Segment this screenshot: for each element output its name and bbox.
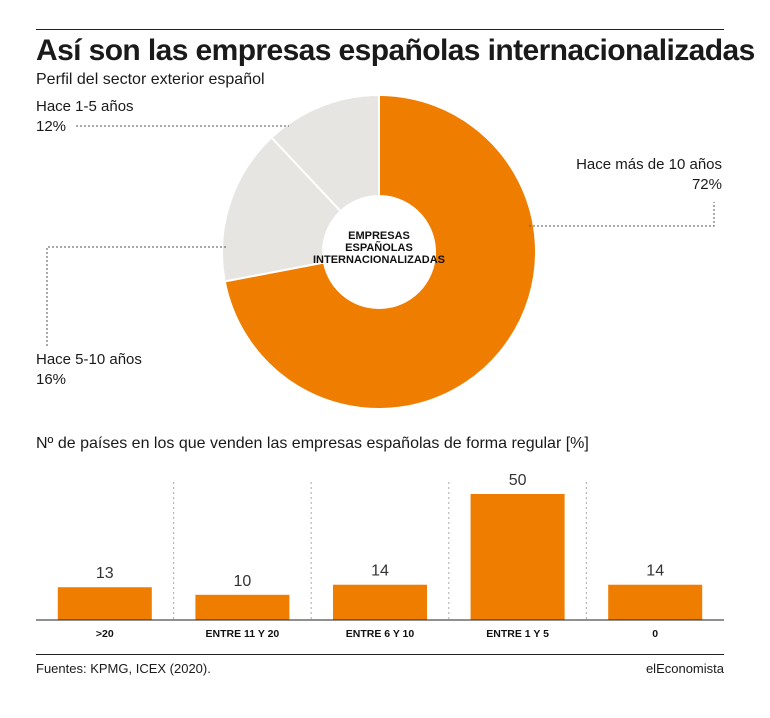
page-title: Así son las empresas españolas internaci… <box>36 34 755 67</box>
bar-value-label: 14 <box>646 563 664 580</box>
bar-0 <box>57 587 152 620</box>
page-subtitle: Perfil del sector exterior español <box>36 71 265 88</box>
top-rule <box>36 29 724 30</box>
bar-value-label: 14 <box>371 563 389 580</box>
footer-brand: elEconomista <box>645 661 724 676</box>
bar-chart-title: Nº de países en los que venden las empre… <box>36 435 589 452</box>
donut-label-over10: Hace más de 10 años 72% <box>576 155 722 195</box>
donut-label-1to5-name: Hace 1-5 años <box>36 98 134 115</box>
donut-center-line-3: INTERNACIONALIZADAS <box>313 254 445 266</box>
donut-label-over10-name: Hace más de 10 años <box>576 156 722 173</box>
donut-label-over10-pct: 72% <box>691 176 722 193</box>
bar-value-label: 50 <box>509 472 527 489</box>
bar-value-label: 13 <box>96 565 114 582</box>
donut-chart: EMPRESAS ESPAÑOLAS INTERNACIONALIZADAS <box>46 93 715 410</box>
bar-category-label: ENTRE 11 Y 20 <box>206 628 280 640</box>
donut-label-1to5-pct: 12% <box>36 118 67 135</box>
bar-2 <box>333 584 427 620</box>
donut-slice-1to5 <box>270 93 380 213</box>
bar-category-label: ENTRE 6 Y 10 <box>346 628 415 640</box>
bar-category-label: >20 <box>96 628 114 640</box>
bar-category-label: 0 <box>652 628 658 640</box>
donut-center-line-2: ESPAÑOLAS <box>345 241 413 254</box>
footer-sources: Fuentes: KPMG, ICEX (2020). <box>36 661 211 676</box>
leader-5to10 <box>46 246 226 346</box>
bar-category-label: ENTRE 1 Y 5 <box>486 628 549 640</box>
leader-over10 <box>529 202 715 227</box>
donut-label-5to10-name: Hace 5-10 años <box>36 351 142 368</box>
footer-rule <box>36 654 724 655</box>
donut-label-1to5: Hace 1-5 años 12% <box>36 97 134 137</box>
bar-3 <box>470 494 565 620</box>
donut-label-5to10: Hace 5-10 años 16% <box>36 350 142 390</box>
bar-4 <box>608 584 703 620</box>
bar-value-label: 10 <box>234 573 252 590</box>
donut-label-5to10-pct: 16% <box>36 371 67 388</box>
bar-1 <box>195 594 290 620</box>
donut-slice-5to10 <box>221 136 343 283</box>
bar-chart: 13 10 14 50 14 >20 ENTRE 11 Y 20 ENTRE 6 Y 10 E… <box>36 472 724 640</box>
donut-center-line-1: EMPRESAS <box>348 230 410 242</box>
donut-slice-over10 <box>223 93 537 410</box>
